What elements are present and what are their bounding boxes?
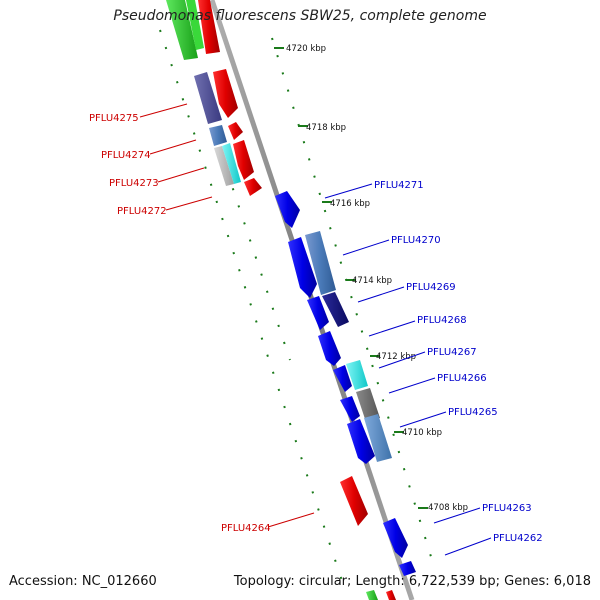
leader-PFLU4270 bbox=[342, 239, 390, 256]
leader-PFLU4262 bbox=[444, 537, 492, 556]
gene-label-PFLU4273: PFLU4273 bbox=[109, 178, 159, 189]
kbp-label-4712: 4712 kbp bbox=[376, 352, 416, 362]
gene-PFLU4274 bbox=[209, 125, 227, 146]
gene-label-PFLU4265: PFLU4265 bbox=[448, 407, 498, 418]
gene-label-PFLU4266: PFLU4266 bbox=[437, 373, 487, 384]
leader-PFLU4264 bbox=[267, 512, 315, 528]
gene-label-PFLU4264: PFLU4264 bbox=[221, 523, 271, 534]
gene-PFLU4266 bbox=[356, 388, 380, 422]
gene-red-a bbox=[213, 69, 238, 118]
leader-PFLU4271 bbox=[324, 183, 373, 199]
page-title: Pseudomonas fluorescens SBW25, complete … bbox=[113, 8, 487, 24]
gene-red-bottom bbox=[386, 590, 396, 600]
gene-green-top bbox=[166, 0, 198, 60]
gene-PFLU4264 bbox=[340, 476, 368, 526]
gene-PFLU4272 bbox=[244, 178, 262, 196]
gene-PFLU4265 bbox=[347, 419, 375, 464]
accession-text: Accession: NC_012660 bbox=[9, 574, 157, 589]
kbp-label-4718: 4718 kbp bbox=[306, 123, 346, 133]
gene-red-b bbox=[228, 122, 243, 140]
leader-PFLU4273 bbox=[157, 167, 205, 183]
leader-PFLU4263 bbox=[433, 507, 481, 524]
leader-PFLU4265 bbox=[399, 411, 447, 428]
gene-label-PFLU4275: PFLU4275 bbox=[89, 113, 139, 124]
gene-PFLU4268 bbox=[322, 292, 349, 327]
gene-red-top bbox=[198, 0, 220, 54]
gene-label-PFLU4272: PFLU4272 bbox=[117, 206, 167, 217]
gene-PFLU4275 bbox=[194, 72, 222, 124]
gene-label-PFLU4269: PFLU4269 bbox=[406, 282, 456, 293]
gene-green-bottom bbox=[366, 590, 378, 600]
topology-text: Topology: circular; Length: 6,722,539 bp… bbox=[233, 574, 591, 589]
gene-red-c bbox=[233, 140, 254, 180]
gene-blue-d bbox=[318, 331, 341, 366]
gene-green-top-2 bbox=[186, 0, 204, 50]
kbp-label-4710: 4710 kbp bbox=[402, 428, 442, 438]
leader-PFLU4275 bbox=[139, 103, 188, 118]
leader-PFLU4269 bbox=[357, 286, 405, 303]
gene-cyan-left bbox=[222, 143, 241, 184]
kbp-label-4714: 4714 kbp bbox=[352, 276, 392, 286]
gene-PFLU4265-b bbox=[364, 414, 392, 462]
kbp-label-4716: 4716 kbp bbox=[330, 199, 370, 209]
kbp-ticks bbox=[274, 47, 428, 509]
kbp-label-4708: 4708 kbp bbox=[428, 503, 468, 513]
gene-PFLU4270-b bbox=[305, 231, 336, 295]
gene-PFLU4270 bbox=[288, 237, 317, 298]
leader-PFLU4266 bbox=[388, 377, 436, 394]
leader-PFLU4274 bbox=[149, 139, 197, 155]
gene-label-PFLU4274: PFLU4274 bbox=[101, 150, 151, 161]
gene-blue-e bbox=[333, 365, 352, 392]
gene-label-PFLU4268: PFLU4268 bbox=[417, 315, 467, 326]
gene-PFLU4269 bbox=[307, 296, 329, 330]
gene-blue-f bbox=[340, 396, 360, 422]
gene-label-PFLU4263: PFLU4263 bbox=[482, 503, 532, 514]
gene-label-PFLU4271: PFLU4271 bbox=[374, 180, 424, 191]
kbp-label-4720: 4720 kbp bbox=[286, 44, 326, 54]
gene-PFLU4273 bbox=[214, 146, 234, 186]
gene-label-PFLU4262: PFLU4262 bbox=[493, 533, 543, 544]
leader-PFLU4272 bbox=[165, 196, 213, 211]
guide-track-inner-left bbox=[209, 119, 291, 361]
gene-label-PFLU4270: PFLU4270 bbox=[391, 235, 441, 246]
gene-label-PFLU4267: PFLU4267 bbox=[427, 347, 477, 358]
gene-PFLU4262 bbox=[399, 561, 416, 576]
gene-PFLU4267 bbox=[346, 360, 368, 390]
leader-PFLU4268 bbox=[368, 320, 416, 337]
gene-PFLU4271 bbox=[275, 191, 300, 228]
gene-PFLU4263 bbox=[383, 518, 408, 558]
leader-PFLU4267 bbox=[378, 351, 426, 369]
